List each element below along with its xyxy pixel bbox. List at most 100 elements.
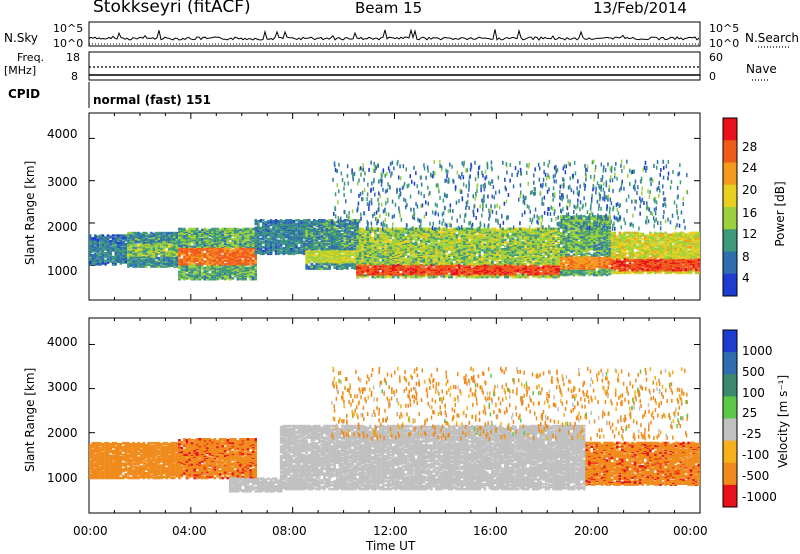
data-cell — [255, 232, 258, 235]
data-cell — [341, 240, 344, 243]
data-cell — [221, 260, 224, 263]
data-cell — [232, 277, 235, 280]
data-cell — [412, 256, 415, 259]
data-cell — [130, 232, 133, 235]
data-cell — [321, 239, 324, 242]
data-cell — [112, 237, 115, 240]
data-cell — [145, 252, 148, 255]
data-cell — [112, 256, 115, 259]
data-cell — [168, 232, 171, 235]
data-cell — [354, 248, 357, 251]
data-cell — [181, 259, 184, 262]
data-cell — [158, 232, 161, 235]
data-cell — [328, 258, 331, 261]
data-cell — [109, 235, 112, 238]
data-cell — [214, 259, 217, 262]
data-cell — [397, 228, 400, 231]
data-cell — [445, 271, 448, 274]
data-cell — [280, 219, 283, 222]
data-cell — [221, 267, 224, 270]
data-cell — [341, 267, 344, 270]
data-cell — [313, 241, 316, 244]
data-cell — [364, 234, 367, 237]
data-cell — [435, 259, 438, 262]
data-cell — [112, 234, 115, 237]
data-cell — [239, 232, 242, 235]
data-cell — [99, 256, 102, 259]
data-cell — [402, 234, 405, 237]
data-cell — [448, 254, 451, 257]
data-cell — [336, 241, 339, 244]
data-cell — [247, 241, 250, 244]
data-cell — [160, 232, 163, 235]
data-cell — [201, 245, 204, 248]
data-cell — [229, 228, 232, 231]
data-cell — [384, 228, 387, 231]
data-cell — [214, 263, 217, 266]
data-cell — [328, 246, 331, 249]
data-cell — [191, 264, 194, 267]
data-cell — [260, 219, 263, 222]
data-cell — [178, 271, 181, 274]
data-cell — [313, 256, 316, 259]
data-cell — [384, 248, 387, 251]
data-cell — [430, 242, 433, 245]
data-cell — [242, 235, 245, 238]
data-cell — [262, 222, 265, 225]
data-cell — [186, 263, 189, 266]
data-cell — [354, 219, 357, 222]
data-cell — [328, 219, 331, 222]
data-cell — [127, 232, 130, 235]
data-cell — [351, 241, 354, 244]
data-cell — [127, 239, 130, 242]
data-cell — [356, 257, 359, 260]
data-cell — [420, 264, 423, 267]
data-cell — [191, 228, 194, 231]
data-cell — [377, 255, 380, 258]
data-cell — [249, 257, 252, 260]
data-cell — [412, 268, 415, 271]
data-cell — [239, 243, 242, 246]
data-cell — [214, 228, 217, 231]
data-cell — [252, 228, 255, 231]
data-cell — [379, 268, 382, 271]
data-cell — [193, 274, 196, 277]
data-cell — [428, 234, 431, 237]
data-cell — [150, 235, 153, 238]
data-cell — [313, 265, 316, 268]
data-cell — [344, 219, 347, 222]
data-cell — [346, 223, 349, 226]
data-cell — [234, 238, 237, 241]
data-cell — [188, 254, 191, 256]
data-cell — [267, 238, 270, 241]
data-cell — [356, 228, 359, 231]
data-cell — [407, 255, 410, 258]
data-cell — [107, 234, 110, 237]
data-cell — [201, 249, 204, 252]
data-cell — [137, 249, 140, 252]
data-cell — [415, 228, 418, 231]
data-cell — [221, 228, 224, 231]
data-cell — [318, 241, 321, 244]
data-cell — [392, 239, 395, 242]
data-cell — [280, 224, 283, 227]
data-cell — [318, 266, 321, 269]
data-cell — [234, 263, 237, 266]
data-cell — [211, 271, 214, 274]
data-cell — [316, 254, 319, 257]
data-cell — [178, 231, 181, 234]
data-cell — [323, 267, 326, 270]
data-cell — [336, 225, 339, 228]
data-cell — [168, 244, 171, 247]
data-cell — [318, 250, 321, 253]
data-cell — [178, 266, 181, 269]
data-cell — [265, 221, 268, 224]
data-cell — [262, 250, 265, 253]
data-cell — [423, 228, 426, 231]
data-cell — [193, 245, 196, 248]
data-cell — [389, 228, 392, 231]
data-cell — [171, 232, 174, 235]
data-cell — [160, 259, 163, 262]
data-cell — [318, 236, 321, 239]
data-cell — [433, 268, 436, 271]
